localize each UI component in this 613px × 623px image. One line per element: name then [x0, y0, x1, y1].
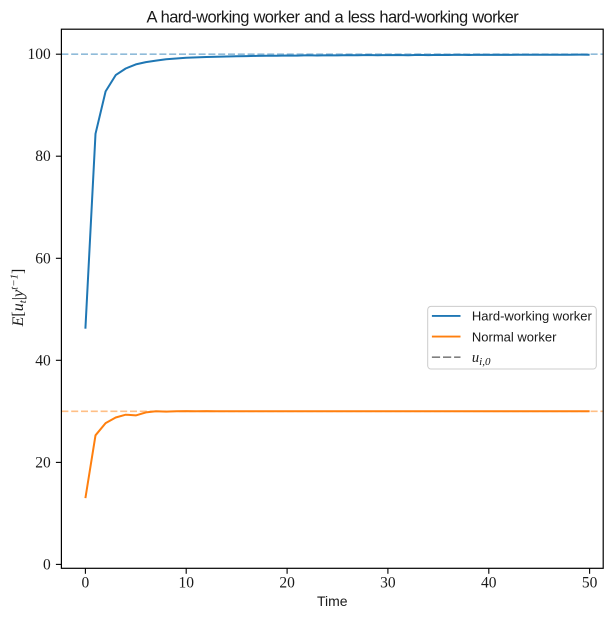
svg-text:Normal worker: Normal worker — [472, 329, 557, 344]
svg-text:40: 40 — [481, 575, 497, 592]
svg-text:E[ut|yt−1]: E[ut|yt−1] — [9, 269, 30, 328]
svg-text:100: 100 — [27, 46, 51, 63]
svg-text:A hard-working worker and a le: A hard-working worker and a less hard-wo… — [146, 9, 519, 27]
svg-text:ui,0: ui,0 — [472, 350, 491, 368]
svg-text:Hard-working worker: Hard-working worker — [472, 309, 593, 324]
svg-text:10: 10 — [178, 575, 194, 592]
svg-text:20: 20 — [279, 575, 295, 592]
svg-text:Time: Time — [317, 593, 348, 609]
svg-text:20: 20 — [35, 454, 51, 471]
svg-text:40: 40 — [35, 352, 51, 369]
svg-text:60: 60 — [35, 250, 51, 267]
svg-text:0: 0 — [43, 556, 51, 573]
svg-text:30: 30 — [380, 575, 396, 592]
svg-text:80: 80 — [35, 148, 51, 165]
svg-text:0: 0 — [82, 575, 90, 592]
svg-text:50: 50 — [582, 575, 598, 592]
